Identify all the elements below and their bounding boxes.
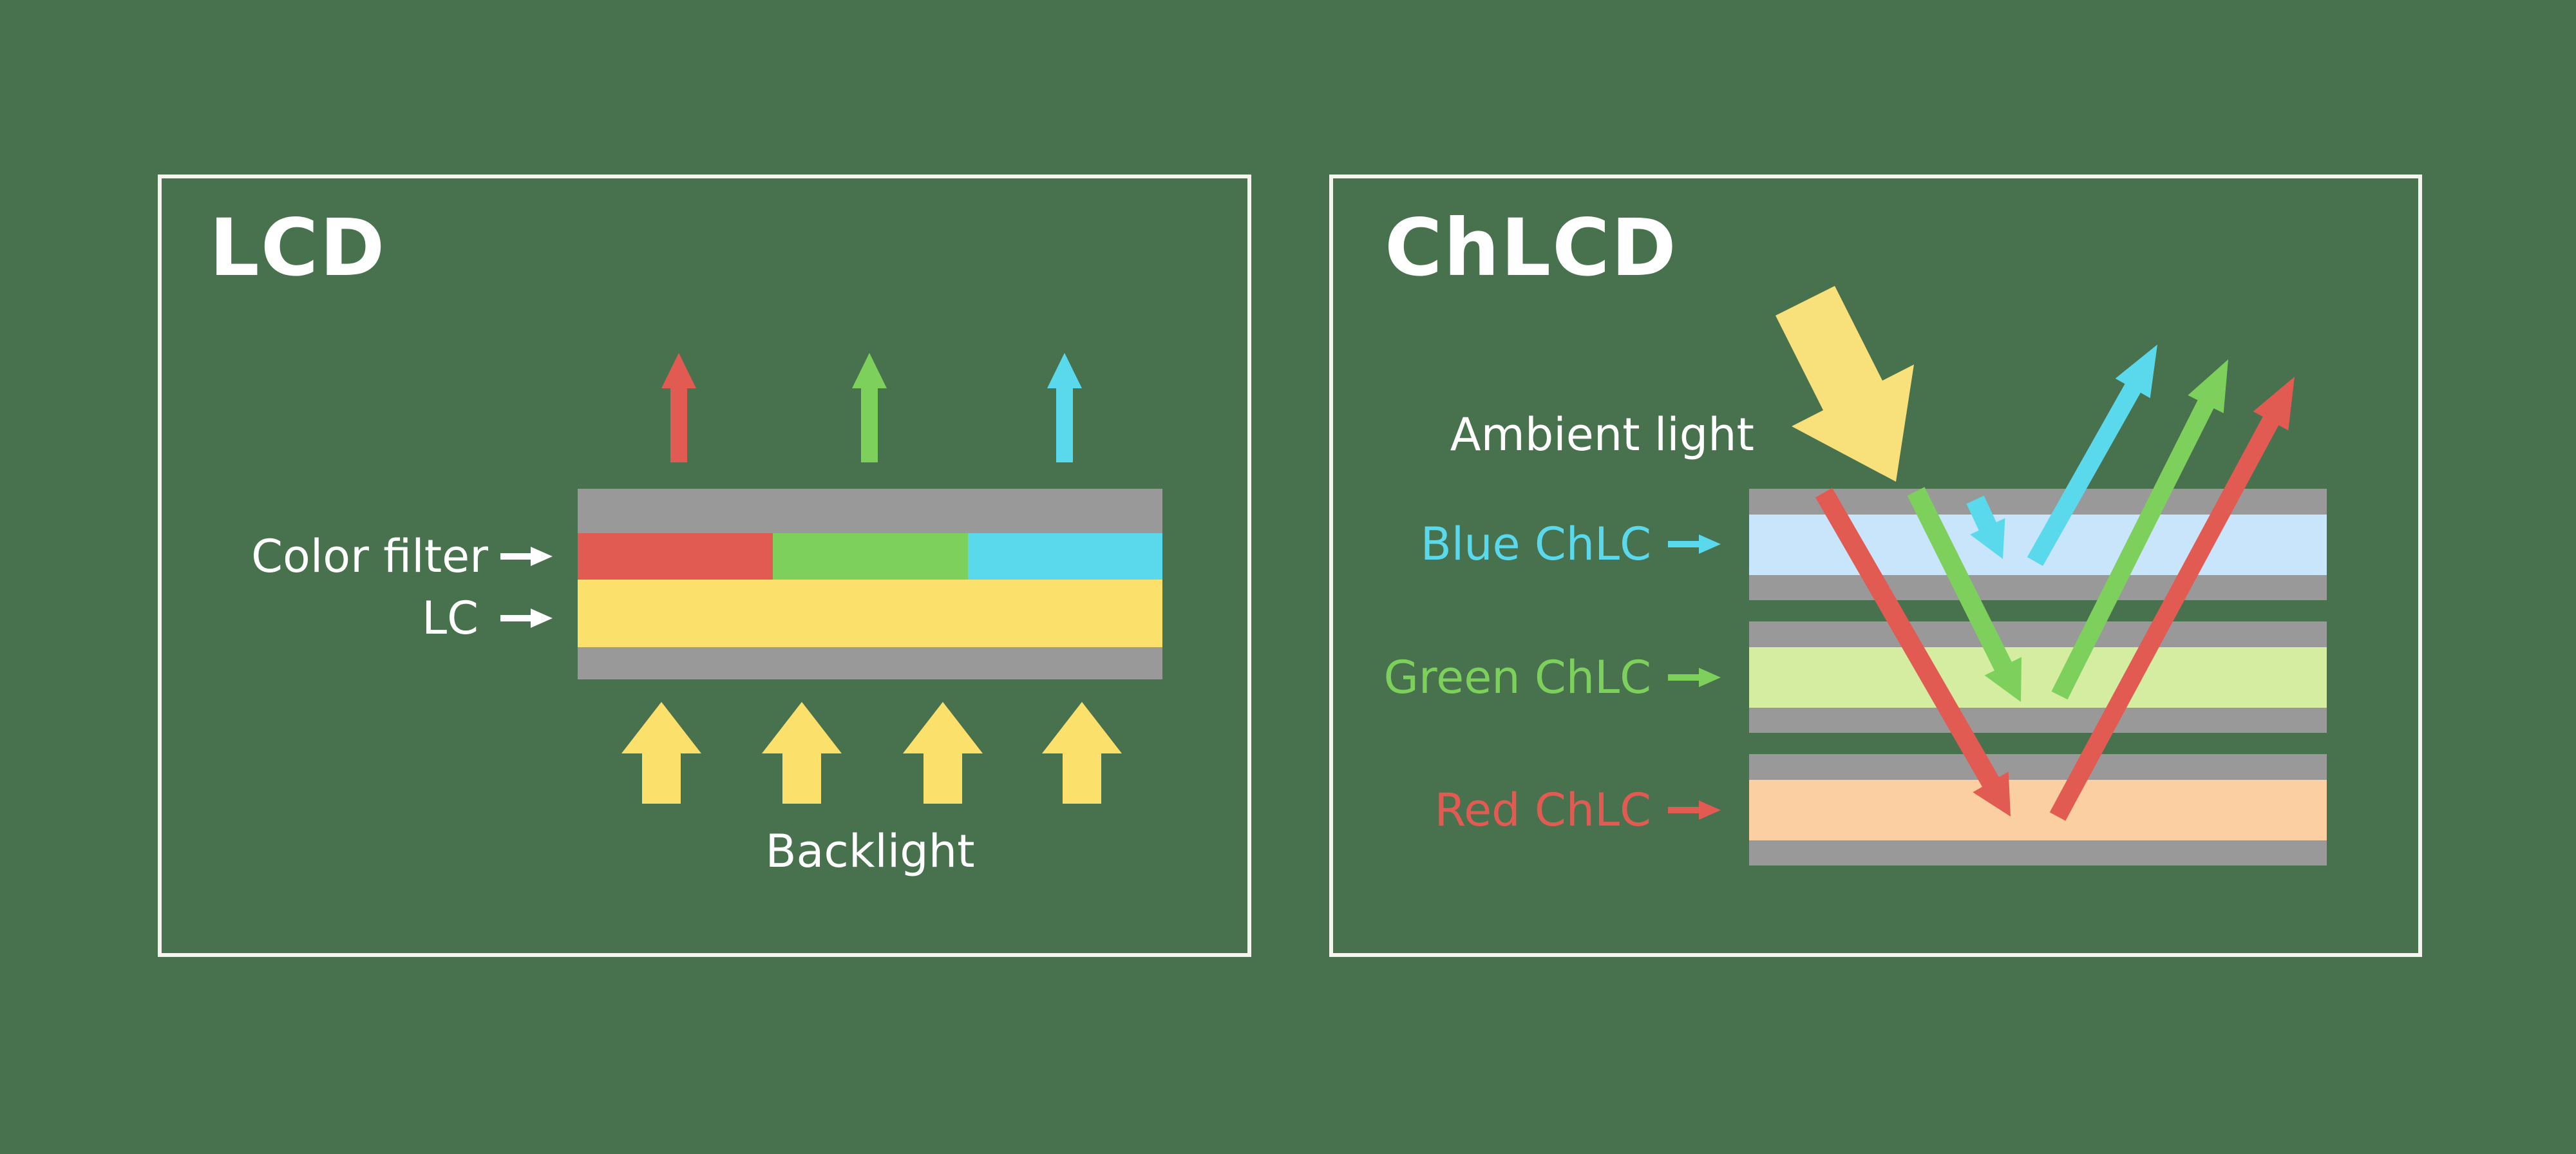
lcd-liquid-crystal-layer [578, 580, 1162, 647]
red-stack-bottom-substrate [1749, 840, 2327, 866]
color-filter-label: Color filter [251, 530, 488, 583]
green-stack-bottom-substrate [1749, 708, 2327, 733]
green-chlc-label: Green ChLC [1383, 651, 1651, 704]
green-stack-top-substrate [1749, 621, 2327, 647]
chlcd-title: ChLCD [1385, 202, 1678, 294]
blue-chlc-label: Blue ChLC [1420, 518, 1651, 571]
blue-chlc-stack [1749, 489, 2327, 600]
ambient-light-label: Ambient light [1450, 408, 1754, 461]
lcd-title: LCD [209, 202, 386, 294]
blue-chlc-layer [1749, 515, 2327, 575]
green-chlc-layer [1749, 647, 2327, 708]
red-filter-segment [578, 533, 773, 580]
lcd-color-filter-layer [578, 533, 1162, 580]
blue-stack-bottom-substrate [1749, 575, 2327, 600]
blue-filter-segment [968, 533, 1162, 580]
blue-stack-top-substrate [1749, 489, 2327, 515]
green-chlc-stack [1749, 621, 2327, 733]
red-stack-top-substrate [1749, 754, 2327, 780]
red-chlc-layer [1749, 780, 2327, 840]
green-filter-segment [773, 533, 968, 580]
chlcd-panel [1329, 175, 2422, 957]
lcd-top-substrate [578, 489, 1162, 533]
lc-label: LC [422, 592, 478, 645]
red-chlc-label: Red ChLC [1434, 784, 1651, 837]
lcd-panel [158, 175, 1251, 957]
red-chlc-stack [1749, 754, 2327, 866]
lcd-bottom-substrate [578, 647, 1162, 679]
backlight-label: Backlight [765, 825, 975, 878]
